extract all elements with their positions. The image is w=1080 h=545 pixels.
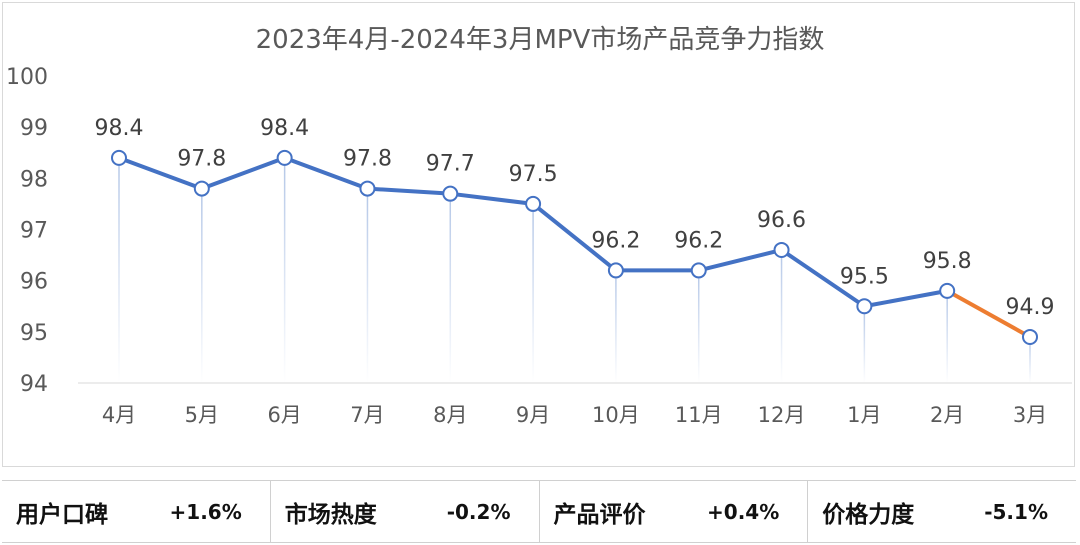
data-label: 98.4 [260,116,309,141]
y-tick-label: 95 [20,321,48,346]
stat-value: +1.6% [169,499,242,524]
data-label: 97.8 [343,147,392,172]
data-label: 98.4 [95,116,144,141]
data-label: 97.7 [426,152,475,177]
stat-user-reputation: 用户口碑 +1.6% [2,481,270,542]
y-tick-label: 94 [20,372,48,397]
data-point [690,262,707,279]
x-tick-label: 7月 [350,403,384,427]
data-label: 97.8 [177,147,226,172]
line-chart: 2023年4月-2024年3月MPV市场产品竞争力指数 94 95 96 97 98 99 1… [6,25,1072,427]
dropline [118,157,120,383]
stat-label: 市场热度 [284,501,377,528]
y-tick-label: 97 [20,219,48,244]
x-tick-label: 5月 [185,403,219,427]
dropline [780,249,783,383]
last-segment-line [946,289,1031,339]
dropline [283,157,286,383]
data-point [193,180,210,197]
data-label: 96.2 [674,228,723,253]
stat-price-strength: 价格力度 -5.1% [807,481,1076,542]
data-label: 96.6 [757,208,806,233]
data-label: 95.5 [840,264,889,289]
data-point [856,298,873,315]
chart-frame [2,2,1075,467]
dropline [697,270,700,383]
x-tick-label: 4月 [102,403,136,427]
x-tick-label: 10月 [592,403,640,427]
dropline [532,203,534,383]
data-point [442,185,459,202]
stats-bar: 用户口碑 +1.6% 市场热度 -0.2% 产品评价 +0.4% 价格力度 -5.1% [2,480,1076,543]
data-point [359,180,376,197]
x-tick-label: 6月 [267,403,301,427]
data-point [1022,328,1038,345]
x-tick-label: 11月 [675,403,723,427]
stat-value: -0.2% [446,499,511,524]
x-tick-label: 2月 [930,403,964,427]
x-tick-label: 8月 [433,403,467,427]
x-tick-label: 12月 [758,403,806,427]
stat-value: +0.4% [707,499,780,524]
data-point [607,262,624,279]
stat-market-heat: 市场热度 -0.2% [269,481,539,542]
stat-product-rating: 产品评价 +0.4% [538,481,808,542]
x-tick-label: 3月 [1013,403,1047,427]
data-point [939,282,956,299]
dropline [449,193,452,383]
dropline [615,270,617,383]
stat-label: 产品评价 [553,501,646,528]
y-tick-label: 100 [6,65,48,90]
dropline [946,290,948,383]
y-tick-label: 96 [20,270,48,295]
dropline [863,306,866,383]
y-tick-label: 99 [20,116,48,141]
data-point [111,149,127,166]
stat-label: 价格力度 [822,501,915,528]
data-point [525,195,542,212]
x-tick-label: 9月 [516,403,550,427]
dropline [366,188,369,383]
dropline [1029,336,1031,383]
dropline [201,188,203,383]
data-point [773,241,790,258]
data-label: 95.8 [923,249,972,274]
y-tick-label: 98 [20,167,48,192]
stat-value: -5.1% [984,499,1048,524]
chart-title: 2023年4月-2024年3月MPV市场产品竞争力指数 [256,25,825,55]
data-label: 96.2 [591,228,640,253]
stat-label: 用户口碑 [16,501,108,528]
x-tick-label: 1月 [847,403,881,427]
data-label: 97.5 [509,162,558,187]
data-label: 94.9 [1006,295,1055,320]
data-point [276,149,293,166]
